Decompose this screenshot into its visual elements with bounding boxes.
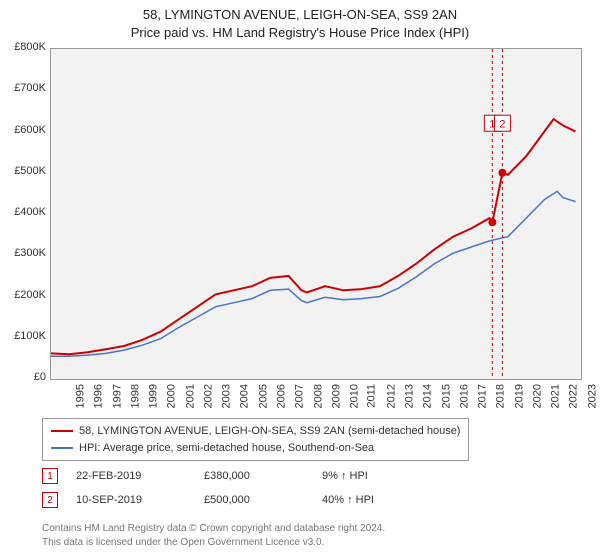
series-hpi (51, 191, 576, 356)
x-tick-2000: 2000 (166, 384, 178, 408)
transaction-marker-1: 1 (42, 468, 58, 484)
x-tick-2003: 2003 (221, 384, 233, 408)
x-tick-2010: 2010 (349, 384, 361, 408)
x-tick-2020: 2020 (531, 384, 543, 408)
y-tick-1: £100K (2, 330, 46, 342)
legend: 58, LYMINGTON AVENUE, LEIGH-ON-SEA, SS9 … (42, 418, 469, 461)
transaction-marker-2: 2 (42, 492, 58, 508)
transaction-price-2: £500,000 (204, 494, 304, 506)
y-tick-4: £400K (2, 206, 46, 218)
transaction-row-2: 2 10-SEP-2019 £500,000 40% ↑ HPI (42, 492, 412, 508)
footnote-line-1: Contains HM Land Registry data © Crown c… (42, 522, 385, 536)
x-tick-2013: 2013 (403, 384, 415, 408)
x-tick-2006: 2006 (276, 384, 288, 408)
x-tick-2021: 2021 (550, 384, 562, 408)
x-tick-2001: 2001 (184, 384, 196, 408)
transaction-row-1: 1 22-FEB-2019 £380,000 9% ↑ HPI (42, 468, 412, 484)
transaction-date-2: 10-SEP-2019 (76, 494, 186, 506)
y-tick-7: £700K (2, 82, 46, 94)
legend-row-0: 58, LYMINGTON AVENUE, LEIGH-ON-SEA, SS9 … (51, 423, 460, 440)
title-line-2: Price paid vs. HM Land Registry's House … (0, 24, 600, 42)
x-tick-2023: 2023 (586, 384, 598, 408)
legend-label-0: 58, LYMINGTON AVENUE, LEIGH-ON-SEA, SS9 … (79, 423, 460, 440)
title-block: 58, LYMINGTON AVENUE, LEIGH-ON-SEA, SS9 … (0, 0, 600, 41)
y-tick-8: £800K (2, 41, 46, 53)
x-tick-2019: 2019 (513, 384, 525, 408)
footnote-line-2: This data is licensed under the Open Gov… (42, 536, 385, 550)
y-tick-3: £300K (2, 247, 46, 259)
y-tick-2: £200K (2, 289, 46, 301)
legend-label-1: HPI: Average price, semi-detached house,… (79, 440, 374, 457)
x-tick-1998: 1998 (129, 384, 141, 408)
x-tick-2012: 2012 (385, 384, 397, 408)
y-tick-6: £600K (2, 124, 46, 136)
x-tick-2009: 2009 (330, 384, 342, 408)
marker-1-dot (488, 218, 496, 226)
x-tick-2008: 2008 (312, 384, 324, 408)
footnote: Contains HM Land Registry data © Crown c… (42, 522, 385, 549)
x-tick-2002: 2002 (202, 384, 214, 408)
transaction-price-1: £380,000 (204, 470, 304, 482)
legend-row-1: HPI: Average price, semi-detached house,… (51, 440, 460, 457)
x-tick-2018: 2018 (495, 384, 507, 408)
legend-swatch-1 (51, 447, 73, 449)
transaction-date-1: 22-FEB-2019 (76, 470, 186, 482)
legend-swatch-0 (51, 430, 73, 432)
plot-area: 12 (50, 48, 582, 380)
transaction-pct-2: 40% ↑ HPI (322, 494, 412, 506)
transaction-pct-1: 9% ↑ HPI (322, 470, 412, 482)
x-tick-2017: 2017 (477, 384, 489, 408)
x-tick-1997: 1997 (111, 384, 123, 408)
x-tick-1995: 1995 (74, 384, 86, 408)
x-tick-1996: 1996 (93, 384, 105, 408)
marker-2-dot (498, 169, 506, 177)
x-tick-2014: 2014 (422, 384, 434, 408)
plot-svg: 12 (51, 49, 581, 379)
title-line-1: 58, LYMINGTON AVENUE, LEIGH-ON-SEA, SS9 … (0, 6, 600, 24)
x-tick-2011: 2011 (366, 384, 378, 408)
series-price_paid (51, 119, 576, 354)
chart-container: { "title": { "line1": "58, LYMINGTON AVE… (0, 0, 600, 560)
x-tick-2004: 2004 (239, 384, 251, 408)
x-tick-2005: 2005 (257, 384, 269, 408)
y-tick-0: £0 (2, 371, 46, 383)
x-tick-2015: 2015 (440, 384, 452, 408)
x-tick-2022: 2022 (568, 384, 580, 408)
x-tick-2016: 2016 (458, 384, 470, 408)
x-tick-1999: 1999 (148, 384, 160, 408)
y-tick-5: £500K (2, 165, 46, 177)
marker-2-label: 2 (499, 118, 505, 130)
x-tick-2007: 2007 (294, 384, 306, 408)
